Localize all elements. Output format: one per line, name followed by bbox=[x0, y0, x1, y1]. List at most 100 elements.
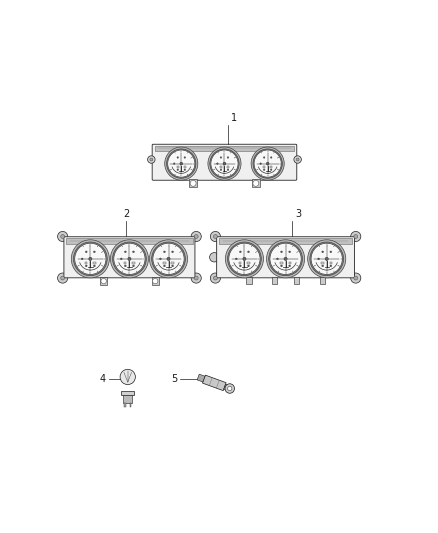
Bar bbox=[100, 277, 107, 285]
Circle shape bbox=[152, 278, 158, 284]
Polygon shape bbox=[224, 384, 231, 391]
Circle shape bbox=[267, 240, 304, 278]
Circle shape bbox=[114, 243, 145, 274]
Circle shape bbox=[172, 265, 173, 266]
Circle shape bbox=[61, 276, 64, 280]
Text: 4: 4 bbox=[99, 375, 106, 384]
Bar bbox=[130, 403, 131, 407]
Bar bbox=[123, 395, 132, 403]
Circle shape bbox=[94, 251, 95, 253]
Bar bbox=[263, 166, 265, 168]
FancyBboxPatch shape bbox=[217, 237, 354, 278]
Bar bbox=[152, 277, 159, 285]
Bar bbox=[121, 391, 134, 395]
Circle shape bbox=[217, 163, 218, 164]
Circle shape bbox=[351, 273, 361, 283]
Bar bbox=[155, 146, 294, 151]
Circle shape bbox=[247, 251, 249, 253]
Circle shape bbox=[330, 251, 332, 253]
Circle shape bbox=[164, 265, 165, 266]
Circle shape bbox=[113, 242, 146, 276]
Circle shape bbox=[120, 369, 135, 385]
Circle shape bbox=[211, 150, 238, 177]
Bar bbox=[330, 262, 332, 264]
Bar bbox=[184, 166, 186, 168]
Circle shape bbox=[210, 253, 219, 262]
Circle shape bbox=[318, 258, 319, 260]
Bar bbox=[171, 262, 174, 264]
Circle shape bbox=[311, 243, 343, 274]
Circle shape bbox=[149, 240, 187, 278]
Bar bbox=[320, 277, 325, 284]
Circle shape bbox=[159, 258, 161, 260]
Circle shape bbox=[270, 243, 301, 274]
Circle shape bbox=[268, 242, 303, 276]
Bar bbox=[321, 262, 324, 264]
Circle shape bbox=[75, 243, 106, 274]
Circle shape bbox=[168, 150, 195, 177]
Circle shape bbox=[289, 251, 290, 253]
Circle shape bbox=[294, 156, 301, 163]
Circle shape bbox=[124, 265, 126, 266]
Circle shape bbox=[210, 149, 239, 178]
Circle shape bbox=[266, 162, 269, 165]
Circle shape bbox=[253, 180, 259, 187]
Circle shape bbox=[213, 276, 217, 280]
FancyBboxPatch shape bbox=[152, 144, 297, 180]
Circle shape bbox=[220, 169, 222, 171]
Circle shape bbox=[194, 235, 198, 238]
Bar bbox=[220, 166, 222, 168]
Circle shape bbox=[254, 150, 281, 177]
Circle shape bbox=[307, 240, 346, 278]
Circle shape bbox=[240, 251, 241, 253]
Bar bbox=[66, 238, 193, 244]
Circle shape bbox=[57, 231, 68, 241]
Bar bbox=[289, 262, 291, 264]
Circle shape bbox=[322, 265, 324, 266]
Circle shape bbox=[263, 169, 265, 171]
Text: 5: 5 bbox=[171, 375, 177, 384]
Bar bbox=[85, 262, 88, 264]
Circle shape bbox=[173, 163, 175, 164]
Circle shape bbox=[110, 240, 148, 278]
Bar bbox=[219, 238, 352, 244]
Polygon shape bbox=[202, 375, 226, 391]
Circle shape bbox=[150, 158, 153, 161]
Circle shape bbox=[148, 156, 155, 163]
Circle shape bbox=[277, 258, 278, 260]
Circle shape bbox=[227, 169, 229, 171]
Circle shape bbox=[133, 251, 134, 253]
Circle shape bbox=[322, 251, 324, 253]
Circle shape bbox=[74, 242, 107, 276]
Circle shape bbox=[270, 157, 272, 158]
Text: 1: 1 bbox=[231, 113, 237, 123]
Circle shape bbox=[351, 231, 361, 241]
Circle shape bbox=[225, 384, 234, 393]
Circle shape bbox=[89, 257, 92, 261]
Circle shape bbox=[296, 158, 299, 161]
Circle shape bbox=[152, 242, 185, 276]
Circle shape bbox=[281, 265, 283, 266]
Circle shape bbox=[228, 386, 232, 391]
Circle shape bbox=[101, 278, 106, 284]
Circle shape bbox=[164, 251, 165, 253]
Circle shape bbox=[128, 257, 131, 261]
Circle shape bbox=[310, 242, 343, 276]
Circle shape bbox=[94, 265, 95, 266]
Circle shape bbox=[213, 235, 217, 238]
Bar bbox=[93, 262, 96, 264]
Bar bbox=[239, 262, 241, 264]
Circle shape bbox=[177, 169, 179, 171]
Bar bbox=[252, 179, 260, 187]
Bar bbox=[280, 262, 283, 264]
Bar bbox=[272, 277, 277, 284]
Text: 2: 2 bbox=[123, 209, 129, 219]
Bar bbox=[177, 166, 179, 168]
Circle shape bbox=[85, 265, 87, 266]
Circle shape bbox=[191, 231, 201, 241]
Circle shape bbox=[61, 235, 64, 238]
Circle shape bbox=[354, 276, 358, 280]
Bar bbox=[227, 166, 229, 168]
Circle shape bbox=[124, 251, 126, 253]
Circle shape bbox=[120, 258, 122, 260]
